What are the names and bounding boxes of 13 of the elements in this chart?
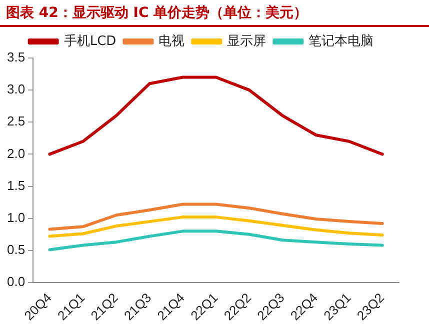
y-tick-label: 1.5	[6, 178, 26, 193]
y-tick-label: 3.5	[6, 50, 26, 65]
y-tick-label: 2.5	[6, 114, 26, 129]
legend-label: 电视	[158, 34, 185, 49]
legend-label: 手机LCD	[64, 34, 116, 49]
y-tick-label: 2.0	[6, 146, 26, 161]
y-tick-label: 0.5	[6, 242, 26, 257]
chart-title: 图表 42：显示驱动 IC 单价走势（单位：美元）	[0, 0, 429, 27]
y-tick-label: 1.0	[6, 210, 26, 225]
y-tick-label: 3.0	[6, 82, 26, 97]
y-tick-label: 0.0	[6, 274, 26, 290]
legend-label: 笔记本电脑	[308, 34, 374, 49]
legend-label: 显示屏	[227, 34, 266, 49]
